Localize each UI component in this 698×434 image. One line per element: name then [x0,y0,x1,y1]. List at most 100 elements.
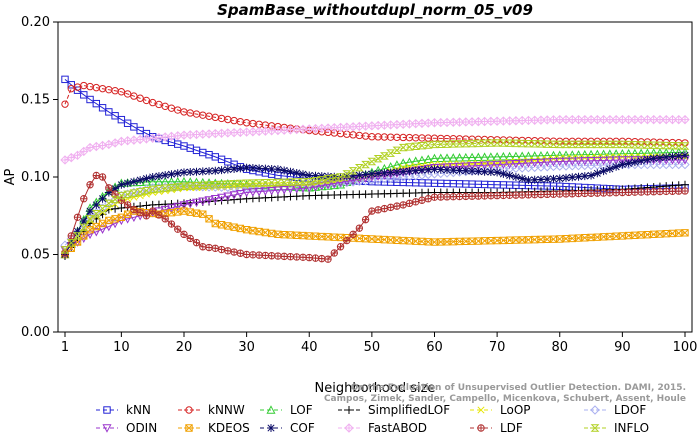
cof-point [311,171,320,180]
cof-point [599,167,608,176]
cof-point [248,164,257,173]
inflo-point [668,141,677,150]
inflo-point [649,141,659,149]
ldf-point [424,195,432,203]
ldof-point [555,161,565,171]
cof-point [211,166,220,175]
odin-point [173,202,183,212]
cof-point [298,170,307,179]
ldf-point [336,243,345,251]
inflo-point [242,179,252,187]
kdeos-point [368,235,376,243]
inflo-point [223,180,233,188]
cof-point [148,173,157,181]
cof-point [399,167,408,176]
odin-point [548,158,559,167]
inflo-point [148,185,158,194]
simplifiedlof-point [117,204,126,212]
y-axis-label: AP [3,168,18,185]
series-kdeos [61,207,689,259]
lof-point [166,176,177,186]
cof-point [205,167,214,176]
cof-point [317,172,326,181]
ldf-point [205,243,213,252]
plot-series [60,75,690,263]
ldf-point [361,216,370,224]
cof-point [142,174,151,183]
lof-point [523,151,533,160]
series-inflo [60,139,690,254]
inflo-point [154,185,164,193]
legend-marker-fastabod [344,423,354,433]
ldof-point [210,182,221,192]
legend-marker-ldf [477,424,485,432]
ldf-point [668,187,677,195]
lof-point [148,176,158,186]
inflo-point [549,140,558,148]
ldf-point [286,253,295,261]
y-tick-label: 0.15 [21,93,50,108]
kdeos-point [174,208,182,216]
odin-point [242,188,252,198]
inflo-point [135,188,145,196]
legend-label-inflo: INFLO [614,421,649,434]
legend-label-knnw: kNNW [208,403,245,417]
odin-point [448,163,458,172]
credit-line-1: Campos, Zimek, Sander, Campello, Micenko… [324,394,686,404]
cof-point [267,164,276,173]
cof-point [486,168,495,177]
odin-point [273,186,283,195]
cof-point [643,155,652,164]
cof-point [555,174,564,183]
x-tick-label: 90 [614,340,631,355]
inflo-point [73,232,82,240]
odin-point [248,188,258,197]
ldf-point [405,199,414,207]
cof-point [173,169,182,178]
odin-point [191,198,202,208]
y-tick-label: 0.10 [21,170,50,185]
legend-item-odin: ODIN [96,421,157,434]
kdeos-point [656,230,664,238]
y-tick-label: 0.05 [21,248,50,263]
knnw-point [148,98,157,107]
ldf-point [293,253,301,261]
cof-point [161,171,170,180]
ldf-point [462,192,470,200]
ldf-point [180,230,188,238]
odin-point [235,190,245,199]
ldf-point [305,253,313,262]
inflo-point [286,178,295,186]
cof-point [593,169,602,178]
cof-point [104,188,113,197]
cof-point [92,200,101,209]
cof-point [587,171,596,180]
odin-point [423,164,433,174]
odin-point [279,186,289,195]
ldf-point [318,255,326,263]
odin-point [185,199,195,209]
ldf-point [299,253,307,261]
legend-marker-kdeos [185,424,193,432]
odin-point [79,234,89,243]
lof-point [455,153,465,162]
inflo-point [617,140,627,149]
ldf-point [656,187,664,196]
ldf-point [399,201,407,209]
lof-point [423,154,433,164]
inflo-point [317,176,327,184]
ldf-point [98,173,107,181]
ldf-point [73,213,82,221]
x-tick-label: 1 [61,340,69,355]
cof-point [417,166,426,175]
ldf-point [211,244,220,252]
ldof-point [655,159,665,170]
legend-marker-inflo [590,424,600,432]
simplifiedlof-point [142,201,151,210]
legend-item-ldof: LDOF [584,403,646,417]
inflo-point [279,178,289,186]
ldf-point [249,251,257,259]
inflo-point [561,140,571,149]
cof-point [361,170,370,179]
ldf-point [255,251,263,259]
